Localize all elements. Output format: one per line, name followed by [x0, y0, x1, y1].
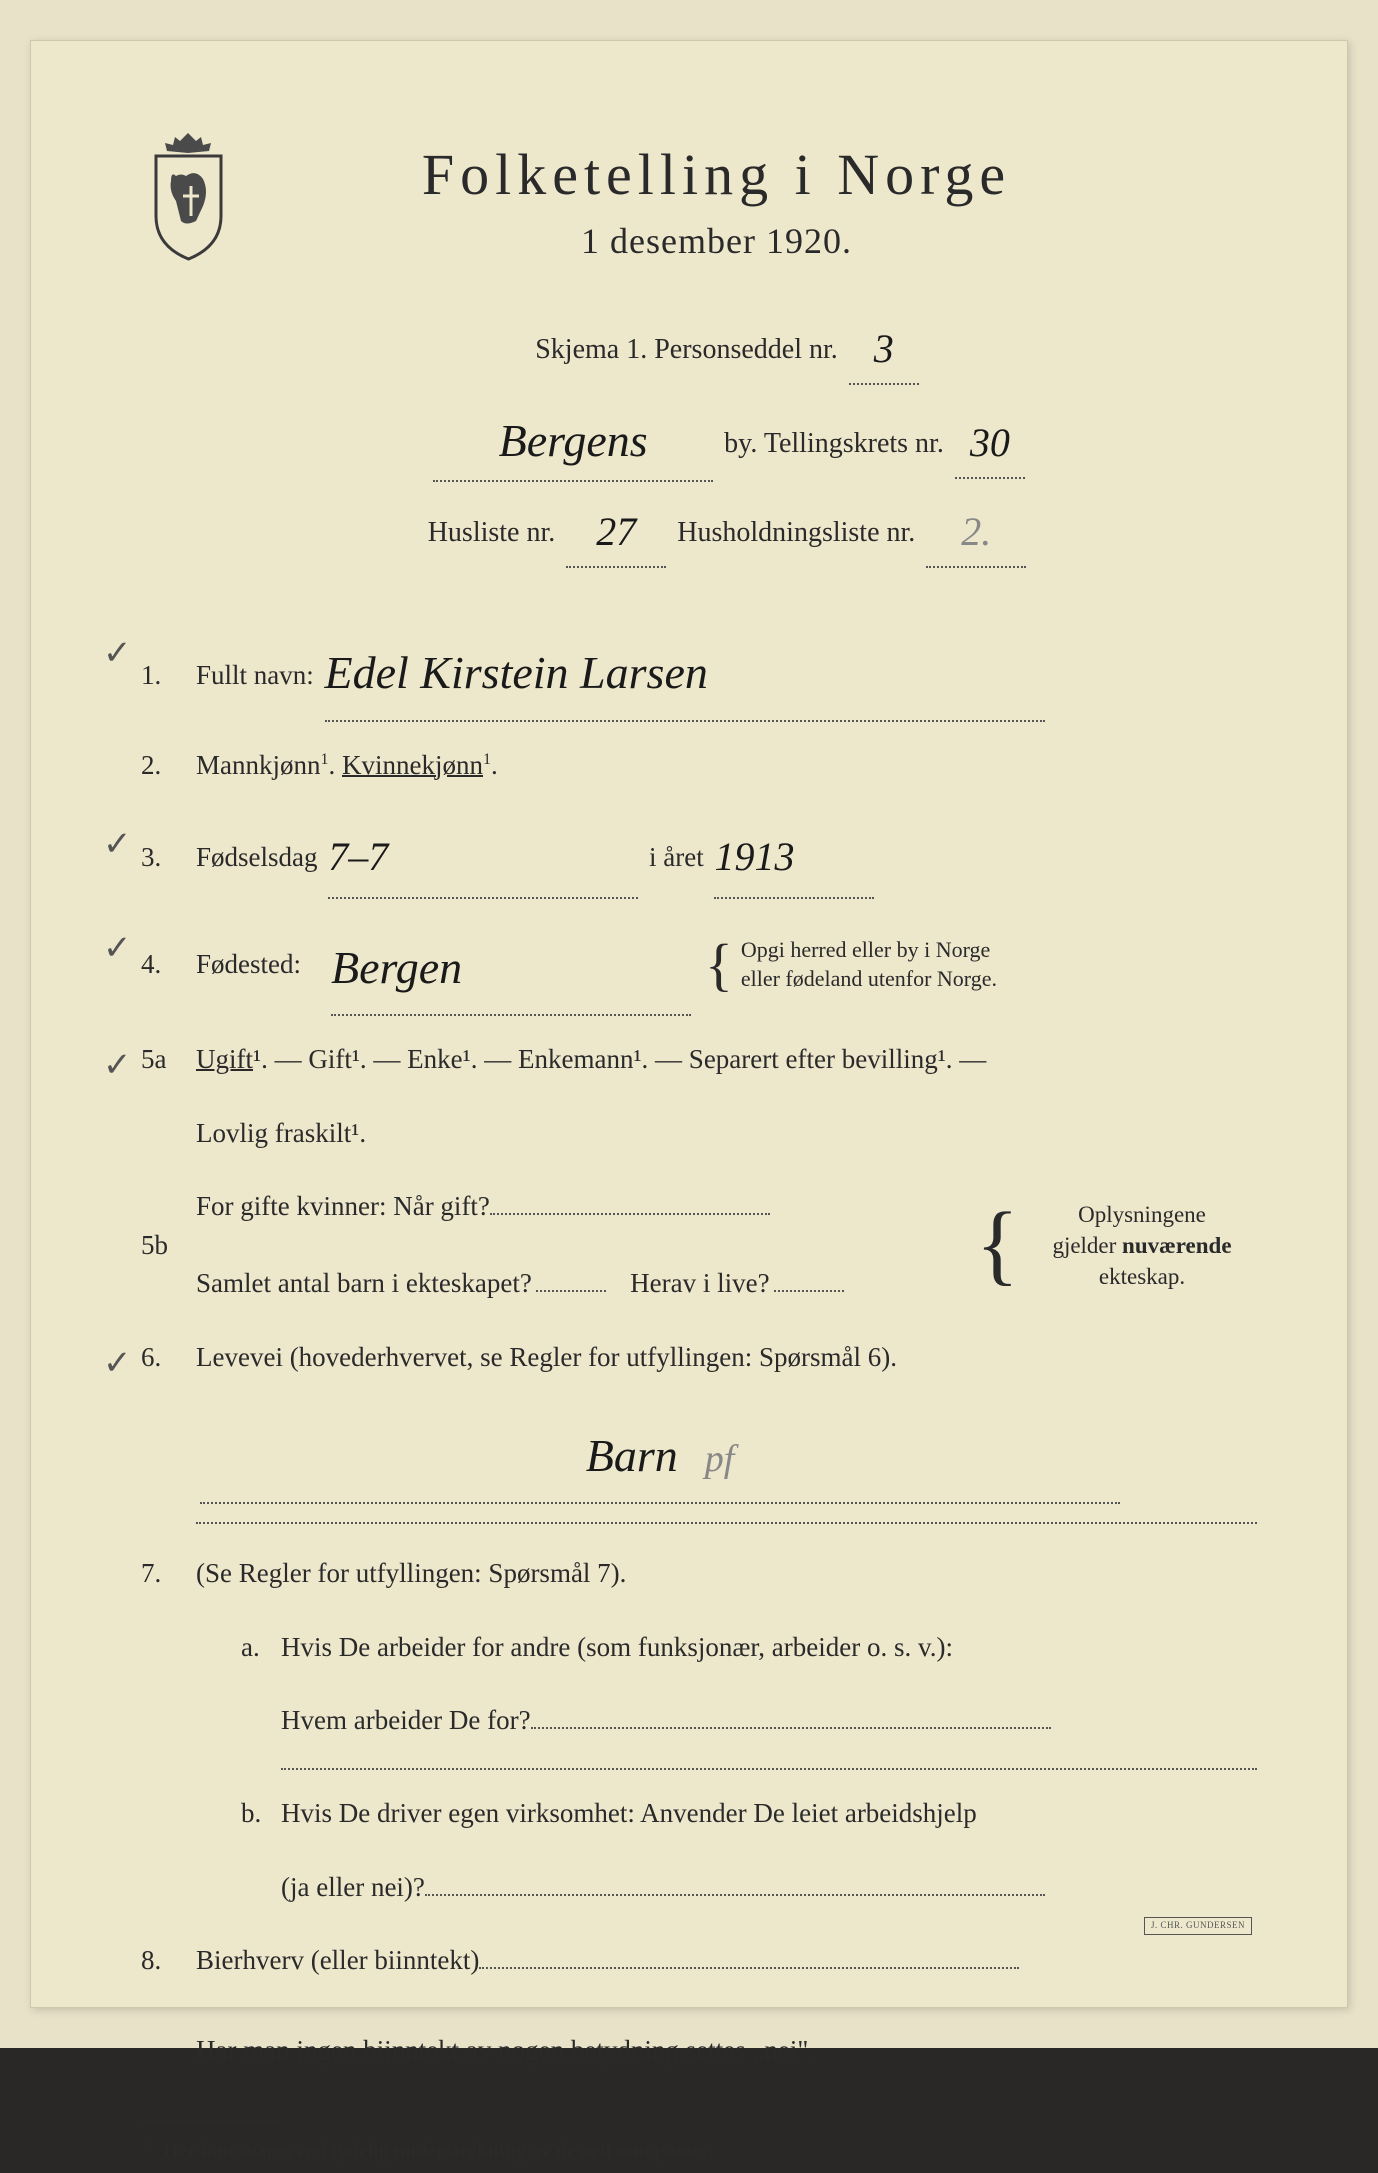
- row-3: ✓ 3. Fødselsdag 7–7 i året 1913: [141, 809, 1257, 899]
- row-6-blank: [141, 1518, 1257, 1524]
- city-name: Bergens: [499, 415, 648, 466]
- header: Folketelling i Norge 1 desember 1920.: [141, 141, 1257, 262]
- main-title: Folketelling i Norge: [276, 141, 1157, 208]
- row-7: 7. (Se Regler for utfyllingen: Spørsmål …: [141, 1544, 1257, 1603]
- footnote-text: Her kan svares ved tydelig understreknin…: [163, 2140, 713, 2162]
- q5b-num: 5b: [141, 1216, 196, 1275]
- row-5a: ✓ 5a Ugift¹. — Gift¹. — Enke¹. — Enkeman…: [141, 1030, 1257, 1089]
- q1-num: 1.: [141, 646, 196, 705]
- birth-year: 1913: [714, 834, 794, 879]
- row-2: 2. Mannkjønn1. Kvinnekjønn1.: [141, 736, 1257, 795]
- q1-label: Fullt navn:: [196, 660, 314, 690]
- q7-num: 7.: [141, 1544, 196, 1603]
- checkmark-icon: ✓: [103, 1028, 132, 1103]
- q4-note: { Opgi herred eller by i Norge eller fød…: [705, 936, 997, 993]
- husliste-label: Husliste nr.: [428, 517, 556, 548]
- q5b-l1: For gifte kvinner: Når gift?: [196, 1191, 490, 1221]
- row-7b-2: (ja eller nei)?: [141, 1858, 1257, 1917]
- q2-num: 2.: [141, 736, 196, 795]
- q3-label: Fødselsdag: [196, 842, 318, 872]
- row-8: 8. Bierhverv (eller biinntekt): [141, 1931, 1257, 1990]
- q7a-l2: Hvem arbeider De for?: [281, 1691, 531, 1750]
- row-4: ✓ 4. Fødested: Bergen { Opgi herred elle…: [141, 913, 1257, 1016]
- q4-note-l1: Opgi herred eller by i Norge: [741, 937, 990, 962]
- bottom-note: Har man ingen biinntekt av nogen betydni…: [196, 2021, 1257, 2080]
- census-date: 1 desember 1920.: [276, 220, 1157, 262]
- schema-label-1: Skjema 1. Personseddel nr.: [535, 334, 838, 365]
- q8-num: 8.: [141, 1931, 196, 1990]
- form-body: ✓ 1. Fullt navn: Edel Kirstein Larsen 2.…: [141, 618, 1257, 2173]
- row-6-value: Barn pf: [141, 1401, 1257, 1504]
- q3-mid: i året: [649, 842, 710, 872]
- footnote: 1 Her kan svares ved tydelig understrekn…: [141, 2129, 1257, 2173]
- row-6: ✓ 6. Levevei (hovederhvervet, se Regler …: [141, 1328, 1257, 1387]
- schema-line-2: Bergens by. Tellingskrets nr. 30: [201, 393, 1257, 482]
- q7b-l1: Hvis De driver egen virksomhet: Anvender…: [281, 1784, 977, 1843]
- row-7a-2: Hvem arbeider De for?: [141, 1691, 1257, 1750]
- q4-label: Fødested:: [196, 935, 301, 994]
- q6-num: 6.: [141, 1328, 196, 1387]
- q3-num: 3.: [141, 828, 196, 887]
- q2-female: Kvinnekjønn: [342, 750, 483, 780]
- printer-stamp: J. CHR. GUNDERSEN: [1144, 1917, 1252, 1935]
- checkmark-icon: ✓: [103, 616, 132, 691]
- full-name: Edel Kirstein Larsen: [325, 647, 708, 698]
- q2-male: Mannkjønn: [196, 750, 321, 780]
- row-7a-1: a. Hvis De arbeider for andre (som funks…: [141, 1618, 1257, 1677]
- tellingskrets-nr: 30: [970, 420, 1010, 465]
- schema-line-3: Husliste nr. 27 Husholdningsliste nr. 2.: [201, 490, 1257, 568]
- birth-day: 7–7: [328, 834, 388, 879]
- q4-note-l2: eller fødeland utenfor Norge.: [741, 966, 997, 991]
- coat-of-arms-icon: [141, 131, 236, 261]
- by-suffix: by. Tellingskrets nr.: [724, 428, 944, 459]
- q5b-l2a: Samlet antal barn i ekteskapet?: [196, 1268, 532, 1298]
- personseddel-nr: 3: [874, 326, 894, 371]
- row-5b: 5b For gifte kvinner: Når gift? Samlet a…: [141, 1177, 1257, 1314]
- q7b-l2: (ja eller nei)?: [281, 1858, 425, 1917]
- footnote-rule: [141, 2120, 281, 2121]
- occupation: Barn: [586, 1430, 678, 1481]
- document-sheet: Folketelling i Norge 1 desember 1920. Sk…: [30, 40, 1348, 2008]
- q5a-selected: Ugift: [196, 1044, 253, 1074]
- row-7a-blank: [141, 1764, 1257, 1770]
- q5b-n1: Oplysningene: [1078, 1202, 1206, 1227]
- q7a-l1: Hvis De arbeider for andre (som funksjon…: [281, 1618, 953, 1677]
- title-block: Folketelling i Norge 1 desember 1920.: [276, 141, 1257, 262]
- q5a-l2: Lovlig fraskilt¹.: [196, 1104, 1257, 1163]
- row-7b-1: b. Hvis De driver egen virksomhet: Anven…: [141, 1784, 1257, 1843]
- q7a-label: a.: [241, 1618, 281, 1677]
- scan-page: Folketelling i Norge 1 desember 1920. Sk…: [0, 0, 1378, 2048]
- sup-1a: 1: [321, 751, 329, 768]
- husholdning-nr: 2.: [961, 509, 991, 554]
- occupation-annotation: pf: [705, 1438, 735, 1480]
- schema-line-1: Skjema 1. Personseddel nr. 3: [201, 307, 1257, 385]
- q5b-n3: ekteskap.: [1099, 1264, 1185, 1289]
- schema-block: Skjema 1. Personseddel nr. 3 Bergens by.…: [141, 307, 1257, 568]
- q6-label: Levevei (hovederhvervet, se Regler for u…: [196, 1328, 1257, 1387]
- husliste-nr: 27: [596, 509, 636, 554]
- birthplace: Bergen: [331, 942, 462, 993]
- bottom-note-row: Har man ingen biinntekt av nogen betydni…: [141, 2021, 1257, 2080]
- checkmark-icon: ✓: [103, 1326, 132, 1401]
- row-5a-line2: Lovlig fraskilt¹.: [141, 1104, 1257, 1163]
- husholdning-label: Husholdningsliste nr.: [677, 517, 915, 548]
- brace-icon: {: [705, 950, 733, 979]
- q7-label: (Se Regler for utfyllingen: Spørsmål 7).: [196, 1544, 1257, 1603]
- q8-label: Bierhverv (eller biinntekt): [196, 1945, 479, 1975]
- q5b-note: Oplysningene gjelder nuværende ekteskap.: [1027, 1199, 1257, 1292]
- checkmark-icon: ✓: [103, 807, 132, 882]
- q5a-num: 5a: [141, 1030, 196, 1089]
- footnote-num: 1: [141, 2138, 148, 2153]
- sup-1b: 1: [483, 751, 491, 768]
- q5b-l2b: Herav i live?: [630, 1268, 769, 1298]
- row-1: ✓ 1. Fullt navn: Edel Kirstein Larsen: [141, 618, 1257, 721]
- q4-num: 4.: [141, 935, 196, 994]
- checkmark-icon: ✓: [103, 911, 132, 986]
- q7b-label: b.: [241, 1784, 281, 1843]
